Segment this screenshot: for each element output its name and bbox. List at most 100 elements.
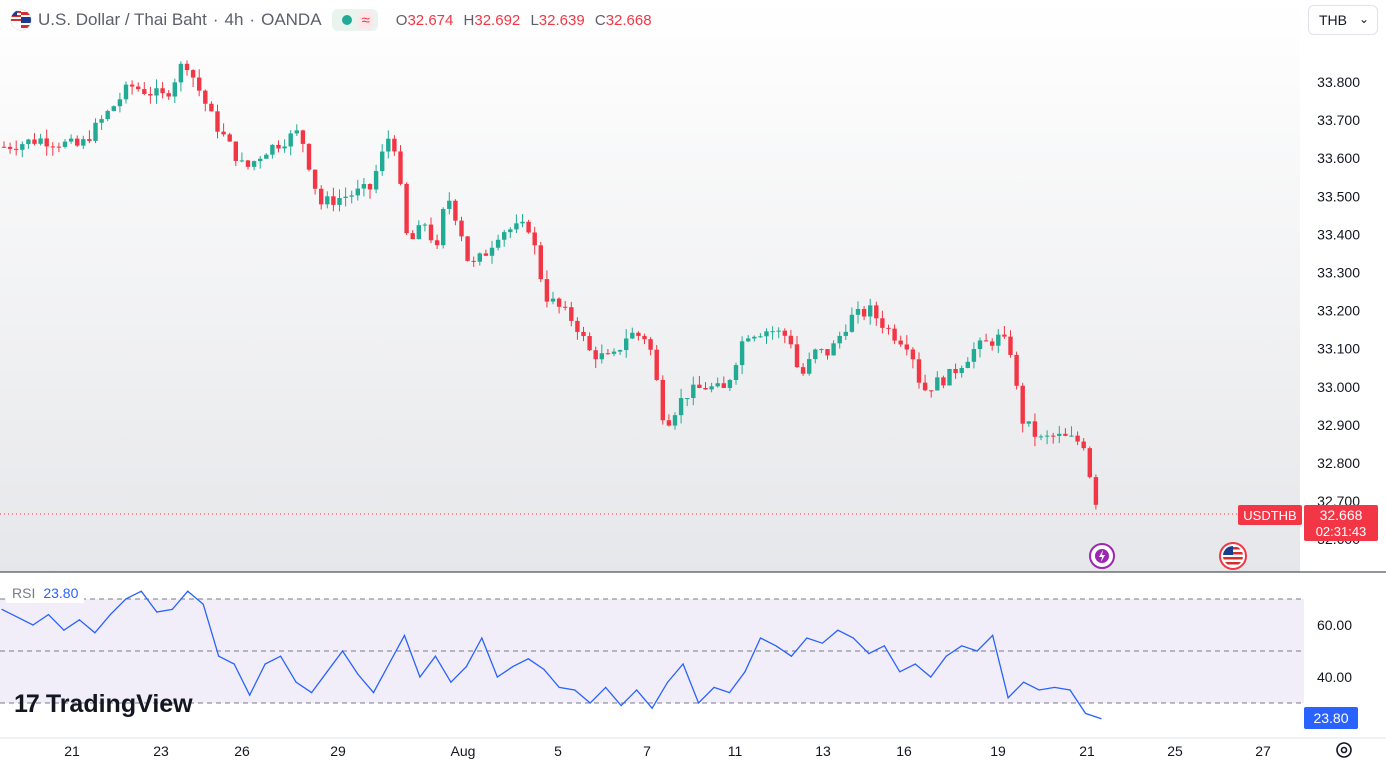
candle-body [319,188,324,205]
rsi-legend[interactable]: RSI 23.80 [6,583,85,603]
usd-thb-flag-icon [10,9,32,31]
rsi-point [187,590,189,592]
candle-body [593,350,598,360]
time-tick-label: 7 [643,743,651,759]
candle-body [880,318,885,328]
rsi-point [388,663,390,665]
candle-body [929,390,934,392]
rsi-point [1038,689,1040,691]
candle-body [209,103,214,112]
rsi-point [605,686,607,689]
candle-body [782,330,787,336]
candle-body [441,208,446,246]
rsi-point [620,705,622,707]
rsi-point [403,634,406,637]
candle-body [526,221,531,233]
candle-body [1069,435,1074,437]
candle-body [331,196,336,205]
price-tick-label: 33.500 [1317,188,1360,204]
time-axis: 21 23 26 29 Aug 5 7 11 13 16 19 21 25 27 [64,743,1271,759]
candle-body [1002,334,1007,337]
candle-body [93,122,98,141]
candle-body [172,82,177,97]
rsi-legend-name: RSI [12,585,36,601]
candle-body [221,131,226,135]
tradingview-wordmark: TradingView [45,690,193,718]
rsi-point [16,616,19,618]
candle-body [184,63,190,71]
candle-body [1081,441,1086,449]
candle-body [111,106,116,111]
candle-body [465,236,470,261]
rsi-point [543,668,545,670]
candle-body [239,160,245,162]
candle-body [264,154,269,159]
candle-body [502,232,507,240]
interval-label[interactable]: 4h [224,10,244,29]
rsi-line [1,590,1102,720]
candle-body [178,63,184,83]
rsi-point [775,645,777,647]
rsi-point [883,645,885,647]
currency-select[interactable]: THB ⌄ [1308,5,1378,35]
candle-body [825,349,830,356]
lightning-icon[interactable] [1089,543,1115,569]
candle-body [892,328,897,341]
time-tick-label: Aug [451,743,476,759]
candle-body [294,130,299,134]
candle-body [800,367,806,374]
rsi-point [713,686,715,689]
candle-body [1032,421,1038,437]
candle-body [611,351,617,354]
price-tag: USDTHB 32.668 02:31:43 [1238,505,1378,541]
us-flag-icon[interactable] [1219,542,1247,570]
candle-body [666,420,672,426]
candle-body [87,139,92,141]
rsi-point [961,645,963,647]
candle-body [654,349,659,380]
candle-body [355,188,360,196]
candle-body [312,169,318,189]
gear-icon[interactable] [1336,742,1352,758]
rsi-point [496,676,498,678]
rsi-point [326,671,328,673]
candle-body [160,88,165,94]
candle-body [642,335,647,340]
candle-body [447,200,452,209]
candle-body [483,253,489,256]
open-value: 32.674 [407,11,454,29]
rsi-point [434,655,437,657]
candle-body [953,368,958,374]
rsi-point [589,702,591,704]
high-value: 32.692 [474,11,521,29]
time-tick-label: 13 [815,743,831,759]
price-tick-label: 32.800 [1317,455,1360,471]
candle-body [14,148,19,150]
candle-body [7,146,13,149]
candle-body [422,224,428,226]
rsi-value-tag: 23.80 [1313,710,1348,726]
candle-body [861,308,867,317]
candle-body [56,146,62,148]
price-tick-label: 33.700 [1317,112,1360,128]
price-tick-label: 33.400 [1317,226,1360,242]
candle-body [636,332,641,336]
candle-body [380,151,385,172]
source-label[interactable]: OANDA [261,10,322,29]
candle-body [398,151,403,184]
wave-icon: ≈ [357,11,374,29]
rsi-point [78,619,80,621]
candle-body [477,253,482,262]
tradingview-logo[interactable]: 17 TradingView [14,690,193,719]
rsi-point [852,637,854,639]
candle-body [105,110,110,120]
candle-body [190,70,196,78]
market-status-pill[interactable]: ≈ [331,9,378,31]
rsi-point [32,624,34,626]
candle-body [459,220,464,237]
symbol-title[interactable]: U.S. Dollar / Thai Baht [38,10,207,29]
rsi-tick-label: 40.00 [1317,669,1352,685]
candle-body [758,336,763,338]
rsi-point [1007,697,1009,699]
candle-body [916,359,922,383]
